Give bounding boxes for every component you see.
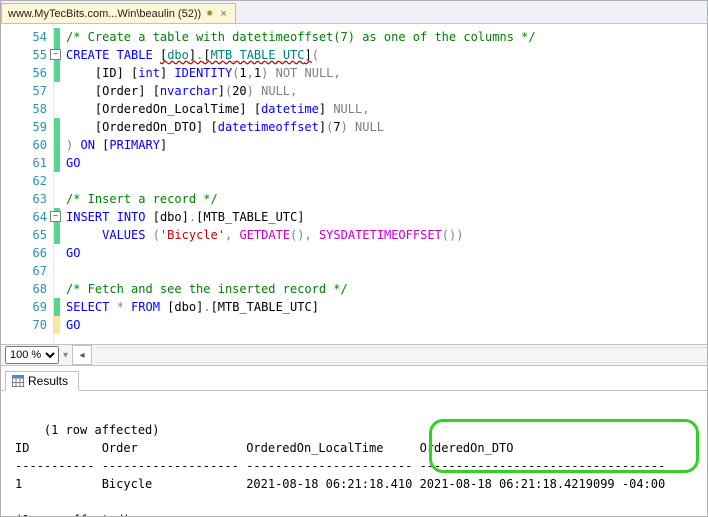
results-tab-label: Results bbox=[28, 374, 68, 388]
ssms-window: www.MyTecBits.com...Win\beaulin (52)) ⁕ … bbox=[0, 0, 708, 517]
line-number: 67 bbox=[1, 262, 53, 280]
dirty-indicator-icon: ⁕ bbox=[205, 7, 214, 20]
line-number: 64− bbox=[1, 208, 53, 226]
line-number: 56 bbox=[1, 64, 53, 82]
results-row: 1 Bicycle 2021-08-18 06:21:18.410 2021-0… bbox=[15, 477, 665, 491]
tab-title: www.MyTecBits.com...Win\beaulin (52)) bbox=[8, 8, 201, 20]
tab-results[interactable]: Results bbox=[5, 371, 79, 391]
code-editor[interactable]: 5455−565758596061626364−656667686970 /* … bbox=[1, 24, 707, 345]
scroll-left-button[interactable]: ◂ bbox=[72, 345, 92, 365]
code-line[interactable]: VALUES ('Bicycle', GETDATE(), SYSDATETIM… bbox=[66, 226, 707, 244]
line-number: 65 bbox=[1, 226, 53, 244]
results-msg-mid: (1 row affected) bbox=[15, 513, 131, 516]
document-tabstrip: www.MyTecBits.com...Win\beaulin (52)) ⁕ … bbox=[1, 1, 707, 24]
code-line[interactable] bbox=[66, 262, 707, 280]
code-line[interactable]: GO bbox=[66, 244, 707, 262]
code-line[interactable]: GO bbox=[66, 316, 707, 334]
fold-toggle-icon[interactable]: − bbox=[50, 49, 61, 60]
zoom-select[interactable]: 100 % bbox=[5, 346, 59, 364]
code-line[interactable]: ) ON [PRIMARY] bbox=[66, 136, 707, 154]
code-line[interactable]: /* Create a table with datetimeoffset(7)… bbox=[66, 28, 707, 46]
line-number: 58 bbox=[1, 100, 53, 118]
line-number: 70 bbox=[1, 316, 53, 334]
line-number: 69 bbox=[1, 298, 53, 316]
line-number: 57 bbox=[1, 82, 53, 100]
results-pane[interactable]: (1 row affected) ID Order OrderedOn_Loca… bbox=[1, 391, 707, 516]
line-number: 66 bbox=[1, 244, 53, 262]
code-line[interactable]: SELECT * FROM [dbo].[MTB_TABLE_UTC] bbox=[66, 298, 707, 316]
active-document-tab[interactable]: www.MyTecBits.com...Win\beaulin (52)) ⁕ … bbox=[1, 3, 236, 23]
code-line[interactable] bbox=[66, 172, 707, 190]
zoom-dropdown-icon: ▾ bbox=[63, 350, 68, 361]
line-number: 61 bbox=[1, 154, 53, 172]
line-number: 60 bbox=[1, 136, 53, 154]
line-number: 55− bbox=[1, 46, 53, 64]
results-header: ID Order OrderedOn_LocalTime OrderedOn_D… bbox=[15, 441, 514, 455]
code-line[interactable]: /* Fetch and see the inserted record */ bbox=[66, 280, 707, 298]
horizontal-scrollbar[interactable] bbox=[96, 347, 707, 363]
results-separator: ----------- ------------------- --------… bbox=[15, 459, 665, 473]
code-line[interactable]: GO bbox=[66, 154, 707, 172]
line-number: 63 bbox=[1, 190, 53, 208]
code-line[interactable]: [OrderedOn_DTO] [datetimeoffset](7) NULL bbox=[66, 118, 707, 136]
results-tabbar: Results bbox=[1, 366, 707, 391]
line-number: 62 bbox=[1, 172, 53, 190]
results-msg-top: (1 row affected) bbox=[44, 423, 160, 437]
code-text[interactable]: /* Create a table with datetimeoffset(7)… bbox=[60, 24, 707, 344]
editor-status-bar: 100 % ▾ ◂ bbox=[1, 345, 707, 366]
results-grid-icon bbox=[12, 375, 24, 387]
line-number: 59 bbox=[1, 118, 53, 136]
code-line[interactable]: /* Insert a record */ bbox=[66, 190, 707, 208]
code-line[interactable]: [Order] [nvarchar](20) NULL, bbox=[66, 82, 707, 100]
code-line[interactable]: [OrderedOn_LocalTime] [datetime] NULL, bbox=[66, 100, 707, 118]
line-number: 68 bbox=[1, 280, 53, 298]
code-line[interactable]: CREATE TABLE [dbo].[MTB_TABLE_UTC]( bbox=[66, 46, 707, 64]
code-line[interactable]: [ID] [int] IDENTITY(1,1) NOT NULL, bbox=[66, 64, 707, 82]
editor-area: 5455−565758596061626364−656667686970 /* … bbox=[1, 24, 707, 366]
fold-toggle-icon[interactable]: − bbox=[50, 211, 61, 222]
code-line[interactable]: INSERT INTO [dbo].[MTB_TABLE_UTC] bbox=[66, 208, 707, 226]
close-icon[interactable]: × bbox=[218, 8, 228, 20]
line-number-gutter: 5455−565758596061626364−656667686970 bbox=[1, 24, 54, 344]
line-number: 54 bbox=[1, 28, 53, 46]
